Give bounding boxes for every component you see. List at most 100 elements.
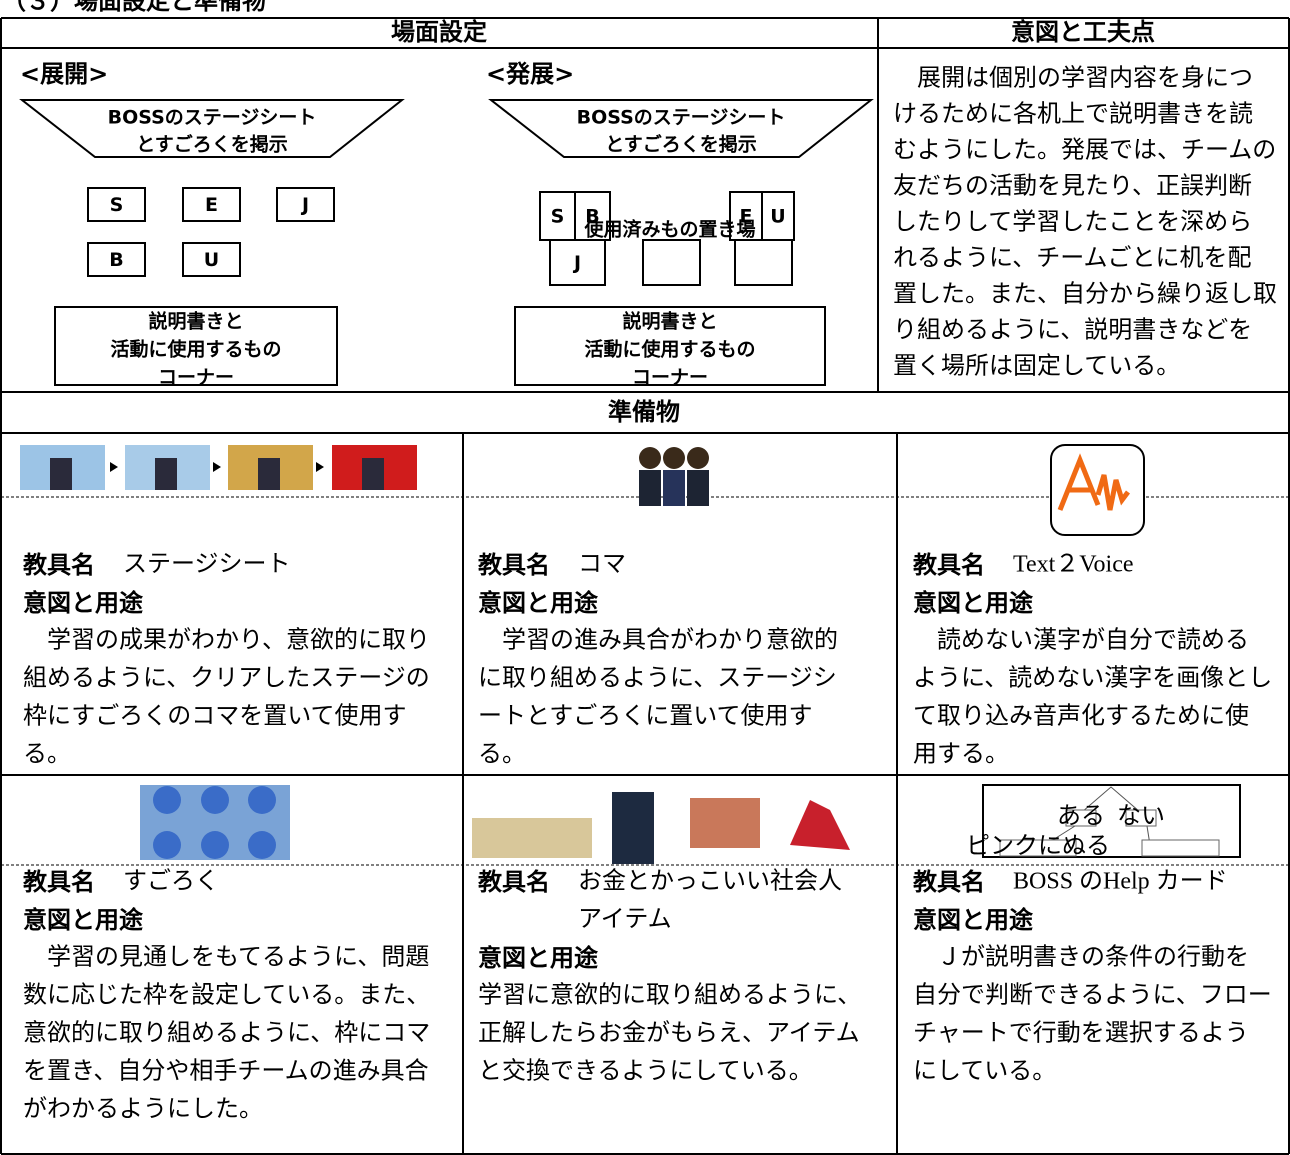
item-text: 用する。: [913, 742, 1009, 768]
item-text: 読めない漢字が自分で読める: [913, 627, 1249, 654]
item-text: がわかるようにした。: [23, 1096, 263, 1123]
desk-label: J: [572, 252, 581, 274]
item-name: ステージシート: [123, 552, 291, 578]
section-title: 場面設定: [391, 18, 487, 46]
board-space: [248, 786, 276, 814]
desk-empty: [734, 239, 793, 286]
desk-label: U: [204, 249, 219, 271]
app-logo: [1057, 453, 1130, 511]
board-space: [201, 786, 229, 814]
illustration: [258, 458, 280, 490]
name-label: 教具名: [478, 551, 550, 579]
arrow: [110, 462, 118, 472]
intent-line: したりして学習したことを深めら: [893, 209, 1252, 236]
item-text: 学習に意欲的に取り組めるように、: [478, 982, 861, 1009]
item-text: て取り込み音声化するために使: [913, 703, 1249, 730]
board-space: [248, 831, 276, 859]
board-space: [153, 831, 181, 859]
board: [19, 99, 405, 158]
intent-line: 置した。また、自分から繰り返し取: [893, 281, 1277, 308]
corner-text: コーナー: [158, 367, 234, 389]
corner: [514, 306, 826, 386]
illustration: [639, 470, 661, 506]
item-text: ように、読めない漢字を画像とし: [913, 665, 1272, 692]
arrow: [316, 462, 324, 472]
help-card-box: [1125, 809, 1157, 827]
board-space: [201, 831, 229, 859]
board-text: とすごろくを掲示: [136, 133, 287, 156]
board-space: [153, 786, 181, 814]
corner-text: 活動に使用するもの: [110, 338, 281, 361]
purpose-label: 意図と用途: [478, 589, 599, 617]
corner-text: 説明書きと: [622, 310, 717, 333]
layout-label: <発展>: [486, 60, 574, 88]
help-card-box: [999, 839, 1077, 857]
used-place-label: 使用済みもの置き場: [583, 218, 755, 241]
item-text: ートとすごろくに置いて使用す: [478, 703, 813, 730]
intent-line: れるように、チームごとに机を配: [893, 245, 1252, 272]
desk-label: E: [205, 194, 218, 216]
item-name: コマ: [578, 552, 626, 578]
figure-head: [639, 447, 661, 469]
item-text: 学習の進み具合がわかり意欲的: [478, 627, 838, 654]
desk-label: E: [740, 206, 753, 228]
intent-line: り組めるように、説明書きなどを: [893, 317, 1252, 344]
desk-label: S: [110, 194, 124, 216]
desk: [182, 187, 241, 222]
name-label: 教具名: [478, 868, 550, 896]
help-card-label: ない: [1117, 804, 1165, 830]
corner-text: 活動に使用するもの: [584, 338, 755, 361]
item-text: に取り組めるように、ステージシ: [478, 665, 837, 692]
item-name: すごろく: [123, 868, 219, 895]
intent-line: 置く場所は固定している。: [893, 353, 1180, 380]
board-text: BOSSのステージシート: [108, 107, 317, 129]
help-card-box: [1141, 839, 1220, 857]
corner: [54, 306, 338, 386]
board: [488, 99, 874, 158]
help-card-box: [1065, 809, 1097, 827]
intent-line: 展開は個別の学習内容を身につ: [893, 65, 1253, 92]
name-label: 教具名: [23, 551, 95, 579]
desk: [549, 239, 606, 286]
desk-label: B: [109, 249, 123, 271]
corner-text: コーナー: [632, 367, 708, 389]
item-name: お金とかっこいい社会人: [578, 868, 842, 895]
illustration: [155, 458, 177, 490]
item-text: にしている。: [913, 1059, 1056, 1085]
section-title: 意図と工夫点: [1011, 18, 1155, 46]
illustration: [687, 470, 709, 506]
item-text: Ｊが説明書きの条件の行動を: [913, 944, 1249, 971]
board-text: とすごろくを掲示: [605, 133, 756, 156]
desk-label: B: [585, 206, 599, 228]
item-text: チャートで行動を選択するよう: [913, 1020, 1249, 1047]
purpose-label: 意図と用途: [913, 906, 1034, 934]
help-card-label: ある: [1057, 804, 1105, 830]
shoes: [790, 800, 850, 850]
purpose-label: 意図と用途: [913, 589, 1034, 617]
purpose-label: 意図と用途: [23, 589, 144, 617]
illustration: [50, 458, 72, 490]
desk-label: S: [551, 206, 565, 228]
item-text: 組めるように、クリアしたステージの: [23, 665, 430, 692]
section-title: 準備物: [608, 398, 680, 426]
figure-head: [663, 447, 685, 469]
item-text: 正解したらお金がもらえ、アイテム: [478, 1020, 860, 1047]
illustration: [362, 458, 384, 490]
purpose-label: 意図と用途: [478, 944, 599, 972]
intent-line: 友だちの活動を見たり、正誤判断: [893, 173, 1252, 200]
desk: [276, 187, 335, 222]
name-label: 教具名: [913, 868, 985, 896]
item-text: 自分で判断できるように、フロー: [913, 982, 1272, 1009]
heading: （３）場面設定と準備物: [2, 0, 266, 15]
item-text: 学習の見通しをもてるように、問題: [23, 944, 429, 971]
help-card-label: ピンクにぬる: [966, 834, 1110, 860]
illustration: [472, 818, 592, 858]
desk: [182, 242, 241, 277]
illustration: [690, 798, 760, 848]
help-card: [982, 784, 1241, 858]
item-text: と交換できるようにしている。: [478, 1058, 813, 1085]
name-label: 教具名: [913, 551, 985, 579]
item-text: 学習の成果がわかり、意欲的に取り: [23, 627, 430, 654]
